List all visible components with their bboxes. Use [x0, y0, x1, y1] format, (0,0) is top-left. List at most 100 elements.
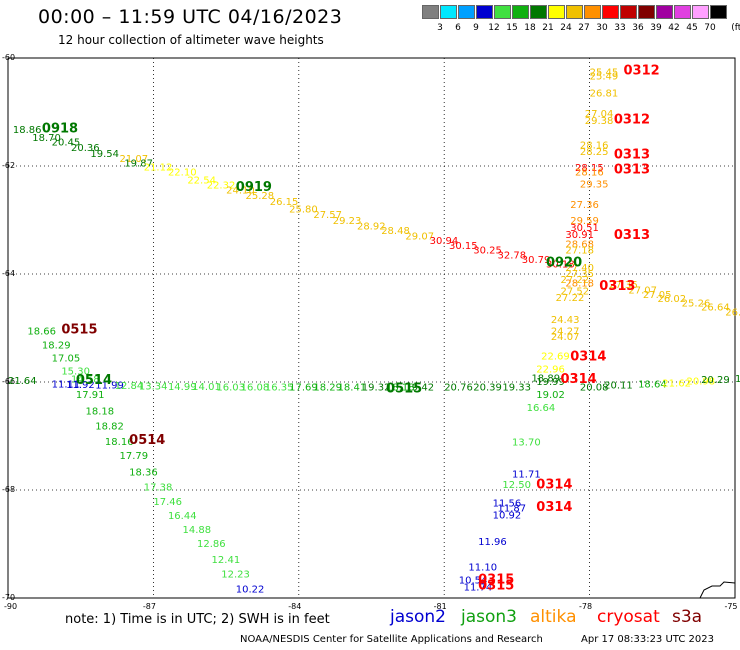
wave-height-value: 30.15	[449, 241, 478, 252]
wave-height-value: 28.92	[357, 222, 386, 233]
satellite-altika-label: altika	[530, 607, 577, 627]
time-marker: 0918	[42, 122, 78, 137]
wave-height-value: 27.57	[313, 210, 342, 221]
wave-height-value: 22.10	[168, 168, 197, 179]
wave-height-value: 16.35	[265, 383, 294, 394]
wave-height-value: 30.51	[570, 223, 599, 234]
time-marker: 0920	[546, 255, 582, 270]
legend-label: 27	[578, 23, 590, 33]
wave-height-value: 27.07	[628, 285, 657, 296]
wave-height-value: 28.25	[580, 147, 609, 158]
wave-height-value: 21.64	[8, 376, 37, 387]
wave-height-value: 10.22	[236, 585, 265, 596]
wave-height-value: 18.18	[86, 406, 115, 417]
satellite-jason2-label: jason2	[390, 607, 446, 627]
wave-height-value: 12.41	[212, 555, 241, 566]
wave-height-value: 20.45	[52, 137, 81, 148]
legend-label: 70	[704, 23, 716, 33]
wave-height-value: 20.76	[444, 383, 473, 394]
lon-tick-label: -81	[434, 602, 447, 611]
wave-height-value: 21.12	[144, 162, 173, 173]
wave-height-value: 19.42	[405, 383, 434, 394]
map-title: 00:00 – 11:59 UTC 04/16/2023	[38, 6, 343, 28]
time-marker: 0315	[478, 572, 514, 587]
wave-height-value: 22.54	[187, 175, 216, 186]
time-marker: 0312	[614, 112, 650, 127]
wave-height-value: 27.40	[565, 263, 594, 274]
wave-height-value: 29.38	[585, 116, 614, 127]
legend-label: 36	[632, 23, 644, 33]
wave-height-value: 20.08	[580, 383, 609, 394]
lon-tick-label: -78	[579, 602, 592, 611]
wave-height-value: 20.36	[71, 143, 100, 154]
wave-height-value: 17.79	[119, 451, 148, 462]
time-marker: 0514	[76, 373, 112, 388]
lon-tick-label: -90	[4, 602, 17, 611]
satellite-jason3-label: jason3	[461, 607, 517, 627]
time-marker: 0314	[570, 349, 606, 364]
wave-height-value: 19.33	[502, 383, 531, 394]
time-marker: 0313	[599, 279, 635, 294]
wave-height-value: 25.45	[590, 67, 619, 78]
wave-height-value: 26.15	[270, 197, 299, 208]
legend-swatch	[710, 5, 727, 19]
wave-height-value: 16.03	[216, 383, 245, 394]
wave-height-value: 18.18	[386, 383, 415, 394]
wave-height-value: 29.35	[580, 180, 609, 191]
wave-height-value: 17.38	[144, 483, 173, 494]
wave-height-value: 18.82	[95, 422, 124, 433]
legend-swatch	[440, 5, 457, 19]
wave-height-value: 25.26	[682, 298, 711, 309]
wave-height-value: 27.05	[643, 290, 672, 301]
legend-swatch	[476, 5, 493, 19]
legend-swatch	[602, 5, 619, 19]
time-marker: 0313	[614, 228, 650, 243]
legend-label: 9	[473, 23, 479, 33]
legend-swatch	[422, 5, 439, 19]
legend-label: 24	[560, 23, 572, 33]
wave-height-value: 13.70	[512, 438, 541, 449]
map-frame	[7, 57, 736, 599]
wave-height-value: 24.10	[226, 186, 255, 197]
wave-height-value: 18.16	[105, 437, 134, 448]
lat-tick-label: -60	[2, 53, 15, 62]
wave-height-value: 12.50	[502, 480, 531, 491]
wave-height-value: 28.16	[575, 168, 604, 179]
legend-unit: (ft)	[731, 23, 740, 33]
wave-height-value: 10.76	[250, 598, 279, 609]
legend-label: 21	[542, 23, 554, 33]
wave-height-value: 24.07	[551, 332, 580, 343]
wave-height-value: 28.15	[575, 163, 604, 174]
wave-height-value: 26.64	[701, 303, 730, 314]
wave-height-value: 27.36	[609, 280, 638, 291]
wave-height-value: 19.87	[124, 159, 153, 170]
lon-tick-label: -84	[288, 602, 301, 611]
wave-height-value: 30.25	[473, 245, 502, 256]
wave-height-value: 18.29	[313, 383, 342, 394]
wave-height-value: 30.91	[565, 230, 594, 241]
wave-height-value: 13.34	[139, 382, 168, 393]
wave-height-value: 18.64	[638, 379, 667, 390]
time-marker: 0514	[129, 433, 165, 448]
wave-height-value: 11.74	[464, 582, 493, 593]
legend-swatch	[620, 5, 637, 19]
lat-tick-label: -64	[2, 269, 15, 278]
wave-height-value: 29.07	[405, 231, 434, 242]
wave-height-value: 27.18	[565, 245, 594, 256]
lat-tick-label: -68	[2, 485, 15, 494]
time-marker: 0313	[614, 163, 650, 178]
wave-height-value: 21.07	[119, 154, 148, 165]
wave-height-value: 30.18	[546, 260, 575, 271]
wave-height-value: 18.66	[27, 326, 56, 337]
time-marker: 0515	[386, 381, 422, 396]
legend-label: 15	[506, 23, 518, 33]
map-subtitle: 12 hour collection of altimeter wave hei…	[58, 33, 324, 47]
wave-height-value: 10.92	[493, 511, 522, 522]
wave-height-value: 27.52	[561, 287, 590, 298]
legend-swatch	[674, 5, 691, 19]
wave-height-value: 11.92	[66, 380, 95, 391]
legend-swatch	[656, 5, 673, 19]
lon-tick-label: -75	[724, 602, 737, 611]
wave-height-value: 20.98	[687, 377, 716, 388]
satellite-s3a-label: s3a	[672, 607, 703, 627]
